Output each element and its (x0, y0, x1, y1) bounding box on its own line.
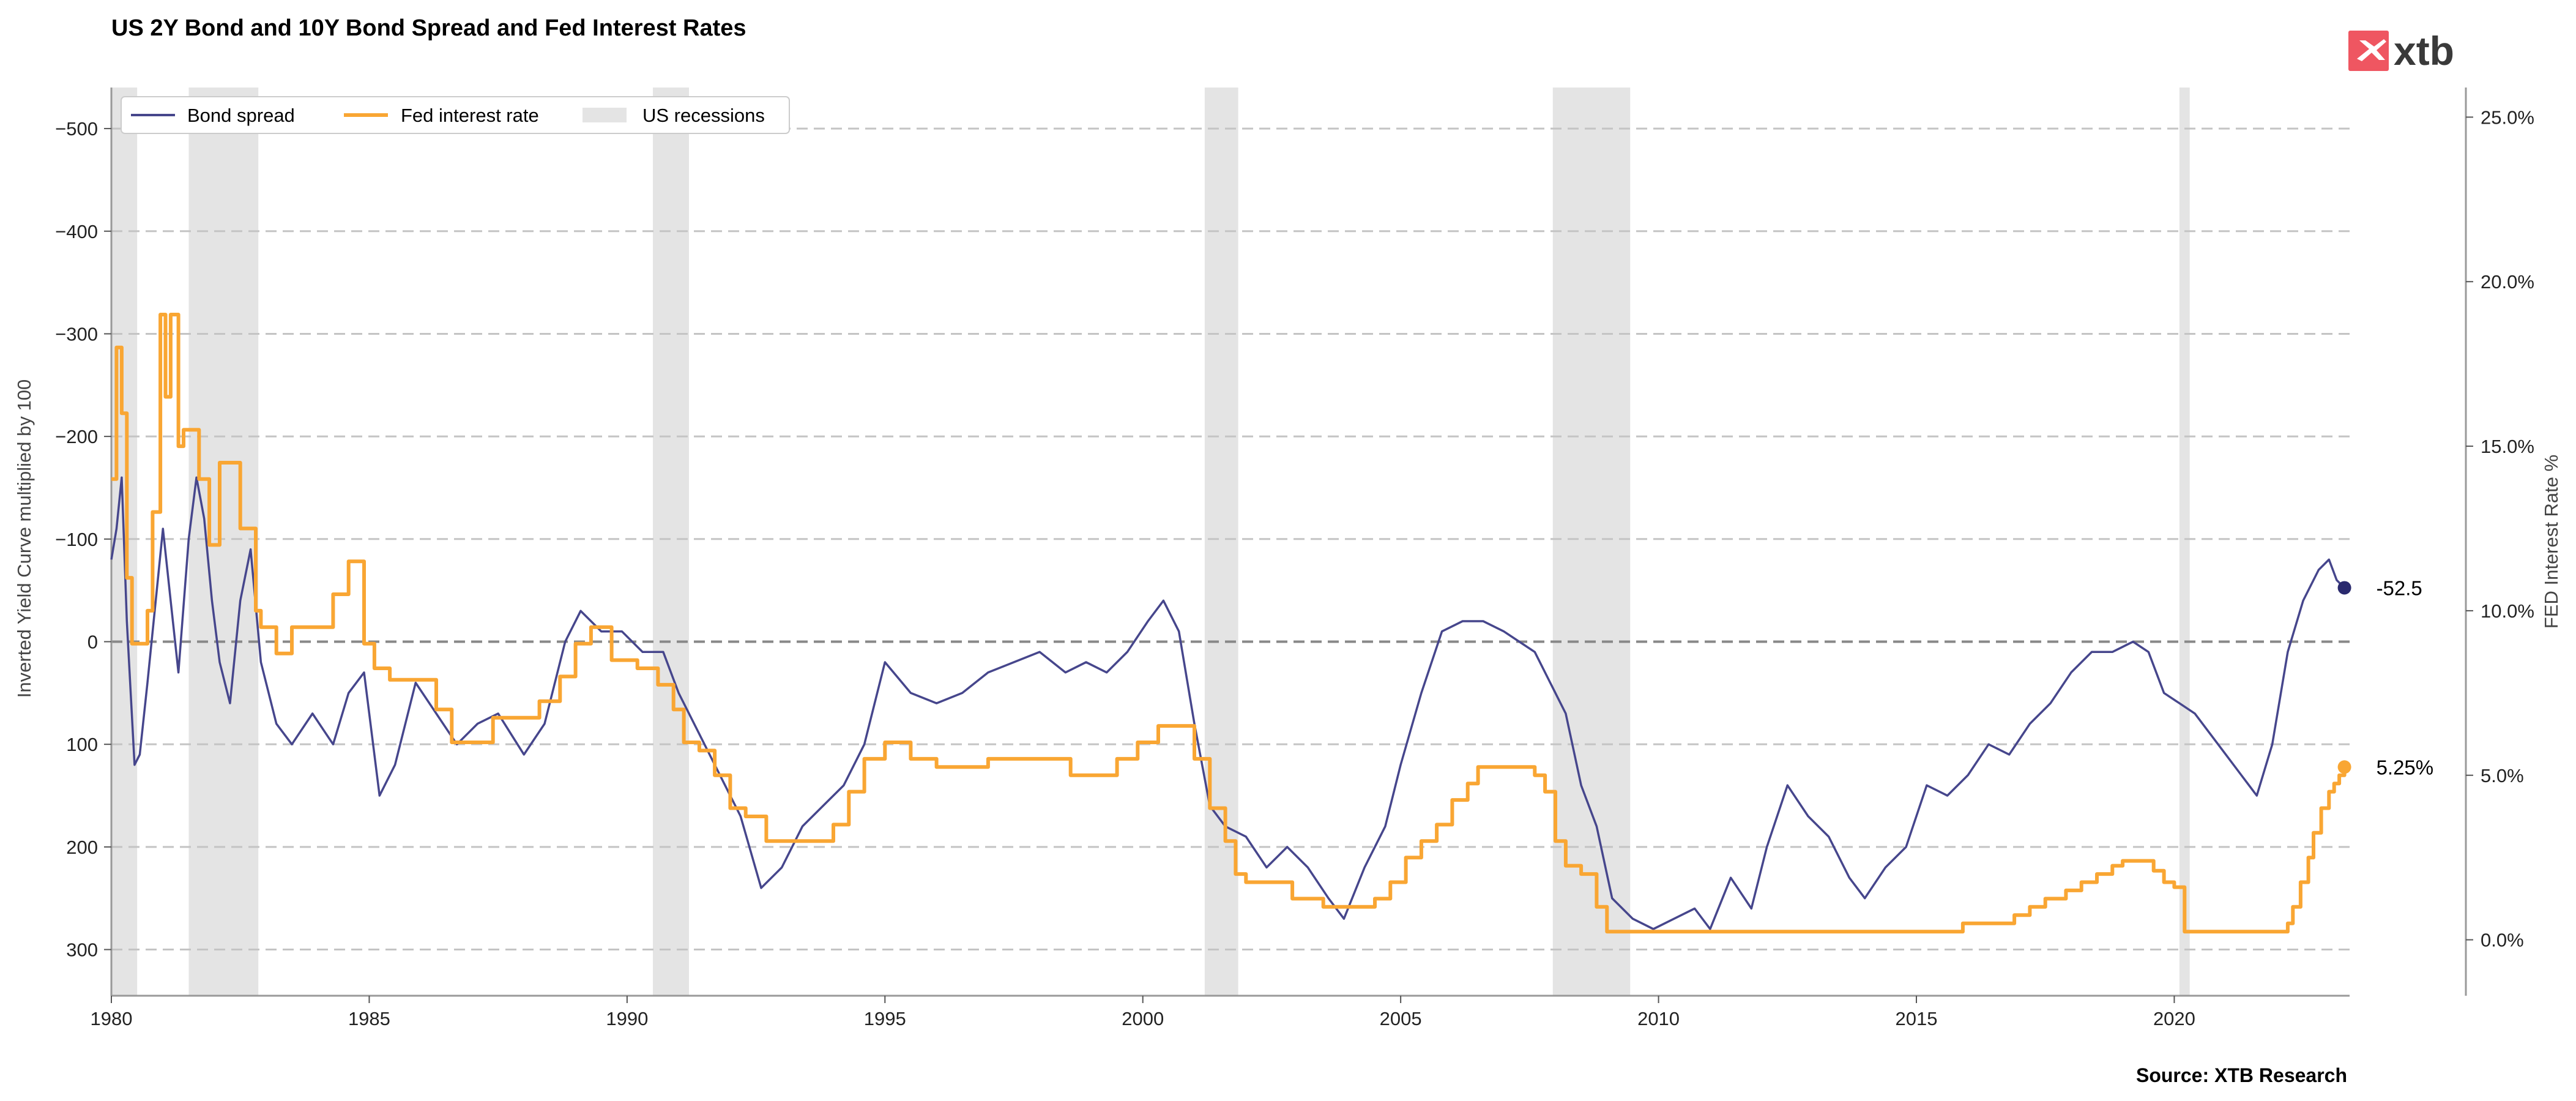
right-tick-label-1: 5.0% (2481, 765, 2524, 786)
right-tick-label-4: 20.0% (2481, 271, 2534, 293)
recession-band-1 (188, 88, 259, 996)
right-tick-label-3: 15.0% (2481, 436, 2534, 457)
left-tick-label-0: −500 (55, 118, 98, 140)
xtb-logo-text: xtb (2394, 28, 2454, 73)
annotation-label-0: -52.5 (2377, 577, 2422, 599)
x-tick-label-8: 2020 (2153, 1008, 2195, 1029)
legend-label-fed-rate: Fed interest rate (401, 105, 539, 126)
source-note: Source: XTB Research (2136, 1064, 2347, 1086)
legend-box (121, 96, 790, 134)
x-tick-label-0: 1980 (91, 1008, 133, 1029)
left-tick-label-4: −100 (55, 529, 98, 550)
legend: Bond spread Fed interest rate US recessi… (121, 96, 790, 134)
left-tick-label-3: −200 (55, 426, 98, 447)
recession-band-2 (653, 88, 689, 996)
recession-bands (111, 88, 2190, 996)
recession-band-3 (1204, 88, 1238, 996)
annotation-marker-1 (2337, 760, 2351, 774)
series-bond-spread (110, 476, 2345, 930)
left-tick-label-2: −300 (55, 323, 98, 345)
chart-title: US 2Y Bond and 10Y Bond Spread and Fed I… (111, 15, 746, 41)
annotation-marker-0 (2337, 581, 2351, 595)
recession-band-5 (2179, 88, 2190, 996)
legend-swatch-recessions (583, 108, 627, 122)
annotation-label-1: 5.25% (2377, 756, 2434, 778)
x-tick-label-4: 2000 (1122, 1008, 1164, 1029)
series-layer (110, 313, 2347, 934)
x-tick-label-3: 1995 (864, 1008, 906, 1029)
legend-label-recessions: US recessions (642, 105, 765, 126)
left-axis-label: Inverted Yield Curve multiplied by 100 (13, 379, 35, 698)
annotations: -52.5 5.25% (2337, 577, 2434, 778)
x-tick-label-1: 1985 (348, 1008, 390, 1029)
xtb-logo: xtb (2348, 28, 2454, 73)
right-tick-label-0: 0.0% (2481, 930, 2524, 951)
x-tick-label-5: 2005 (1380, 1008, 1422, 1029)
legend-label-bond-spread: Bond spread (187, 105, 295, 126)
x-tick-label-6: 2010 (1637, 1008, 1680, 1029)
axes: −500 −400 −300 −200 −100 0 100 200 300 0.0% 5.0% 10… (55, 88, 2534, 1029)
left-tick-label-8: 300 (66, 939, 98, 961)
series-fed-interest-rate (111, 313, 2347, 934)
left-tick-label-6: 100 (66, 734, 98, 755)
right-tick-label-2: 10.0% (2481, 600, 2534, 622)
x-tick-label-2: 1990 (606, 1008, 648, 1029)
left-tick-label-5: 0 (87, 631, 98, 652)
left-tick-label-7: 200 (66, 837, 98, 858)
right-axis-label: FED Interest Rate % (2541, 455, 2562, 629)
right-tick-label-5: 25.0% (2481, 106, 2534, 128)
left-tick-label-1: −400 (55, 221, 98, 242)
grid-lines (111, 127, 2350, 951)
x-tick-label-7: 2015 (1896, 1008, 1938, 1029)
